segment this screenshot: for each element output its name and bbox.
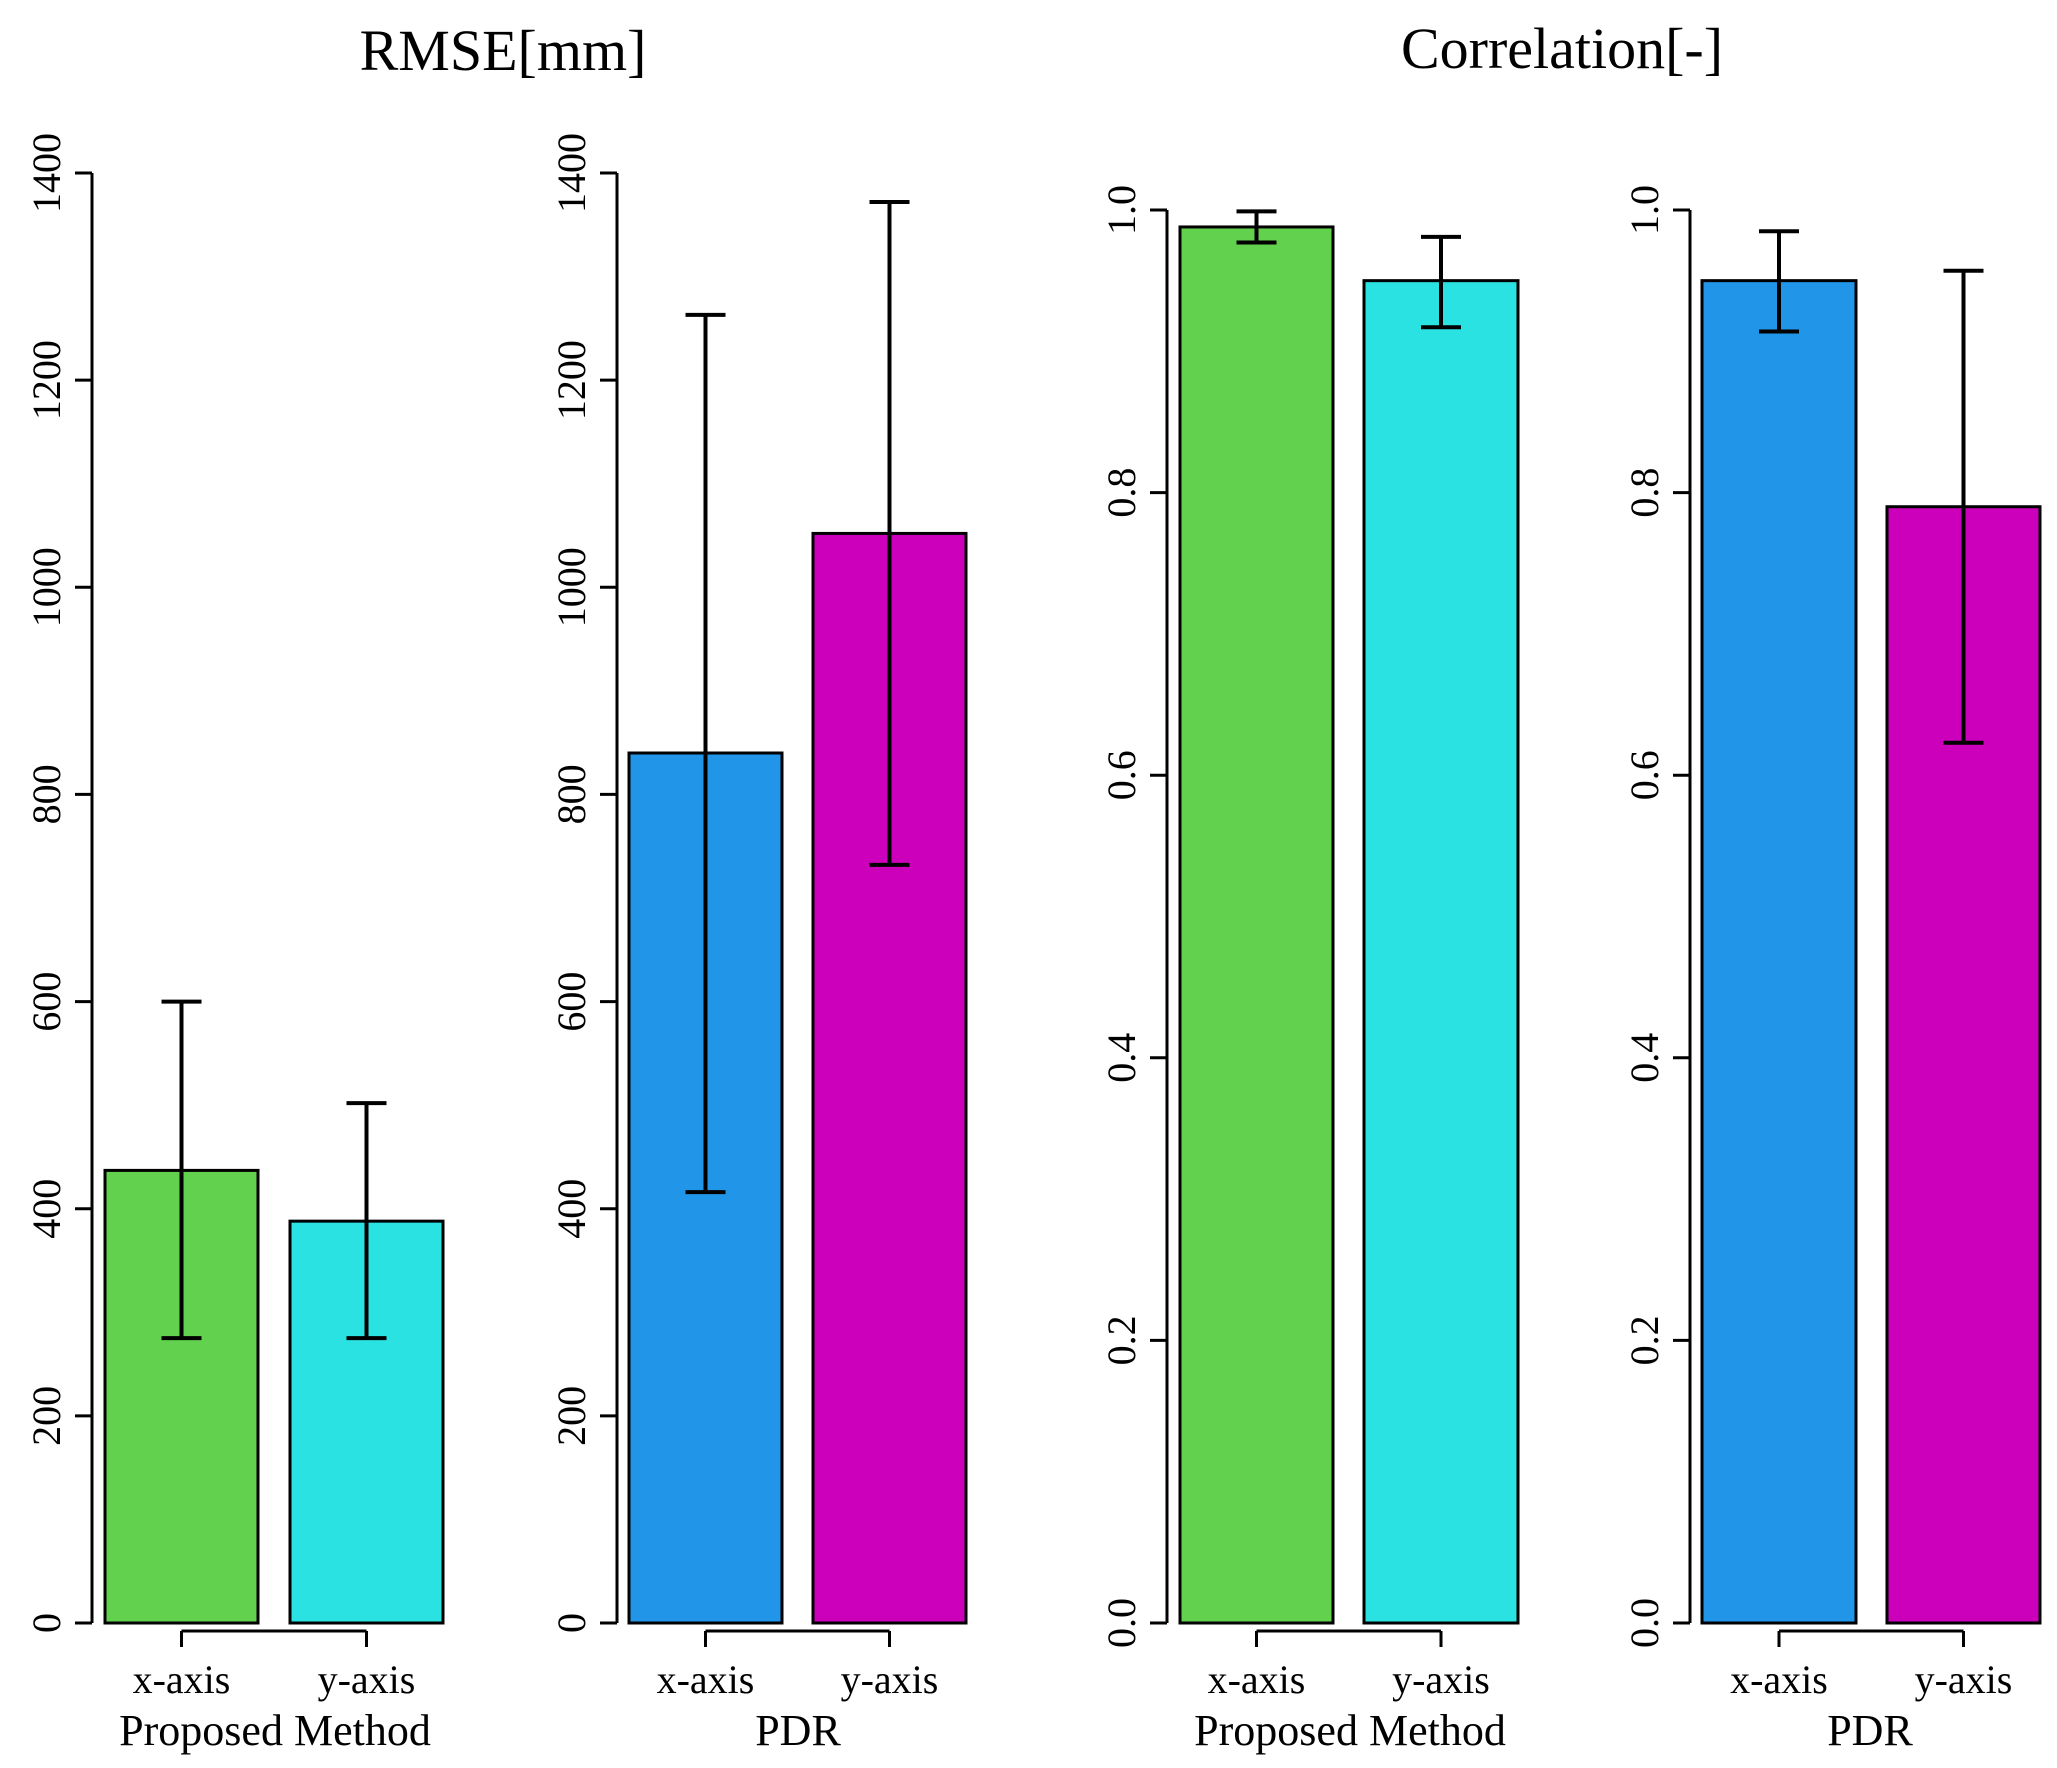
y-tick-label: 0.0 <box>1622 1598 1667 1648</box>
x-tick-label: y-axis <box>1392 1657 1490 1702</box>
x-tick-label: x-axis <box>1208 1657 1306 1702</box>
x-tick-label: y-axis <box>1915 1657 2013 1702</box>
x-axis-label: Proposed Method <box>1194 1706 1506 1755</box>
y-tick-label: 1.0 <box>1622 185 1667 235</box>
y-tick-label: 0.0 <box>1099 1598 1144 1648</box>
x-tick-label: y-axis <box>841 1657 939 1702</box>
y-tick-label: 0.2 <box>1622 1315 1667 1365</box>
x-tick-label: x-axis <box>133 1657 231 1702</box>
y-tick-label: 1400 <box>24 133 69 213</box>
x-tick-label: x-axis <box>657 1657 755 1702</box>
y-tick-label: 0.2 <box>1099 1315 1144 1365</box>
y-tick-label: 0.4 <box>1099 1033 1144 1083</box>
y-tick-label: 0 <box>549 1613 594 1633</box>
y-tick-label: 1400 <box>549 133 594 213</box>
y-tick-label: 1000 <box>549 547 594 627</box>
y-tick-label: 400 <box>24 1179 69 1239</box>
x-axis-label: PDR <box>1827 1706 1913 1755</box>
bar-x-axis <box>1178 225 1335 1625</box>
y-tick-label: 1.0 <box>1099 185 1144 235</box>
y-tick-label: 400 <box>549 1179 594 1239</box>
y-tick-label: 800 <box>24 764 69 824</box>
x-axis-label: PDR <box>755 1706 841 1755</box>
y-tick-label: 600 <box>549 972 594 1032</box>
bar-y-axis <box>1362 279 1520 1625</box>
x-tick-label: x-axis <box>1730 1657 1828 1702</box>
x-tick-label: y-axis <box>318 1657 416 1702</box>
y-tick-label: 1200 <box>549 340 594 420</box>
y-tick-label: 1000 <box>24 547 69 627</box>
y-tick-label: 0.8 <box>1622 468 1667 518</box>
y-tick-label: 0 <box>24 1613 69 1633</box>
rmse-group-title: RMSE[mm] <box>360 18 647 83</box>
y-tick-label: 0.4 <box>1622 1033 1667 1083</box>
y-tick-label: 800 <box>549 764 594 824</box>
y-tick-label: 0.8 <box>1099 468 1144 518</box>
x-axis-label: Proposed Method <box>119 1706 431 1755</box>
y-tick-label: 200 <box>549 1386 594 1446</box>
y-tick-label: 200 <box>24 1386 69 1446</box>
y-tick-label: 600 <box>24 972 69 1032</box>
y-tick-label: 0.6 <box>1099 750 1144 800</box>
y-tick-label: 0.6 <box>1622 750 1667 800</box>
bar-x-axis <box>1700 279 1858 1625</box>
correlation-group-title: Correlation[-] <box>1401 16 1723 81</box>
y-tick-label: 1200 <box>24 340 69 420</box>
